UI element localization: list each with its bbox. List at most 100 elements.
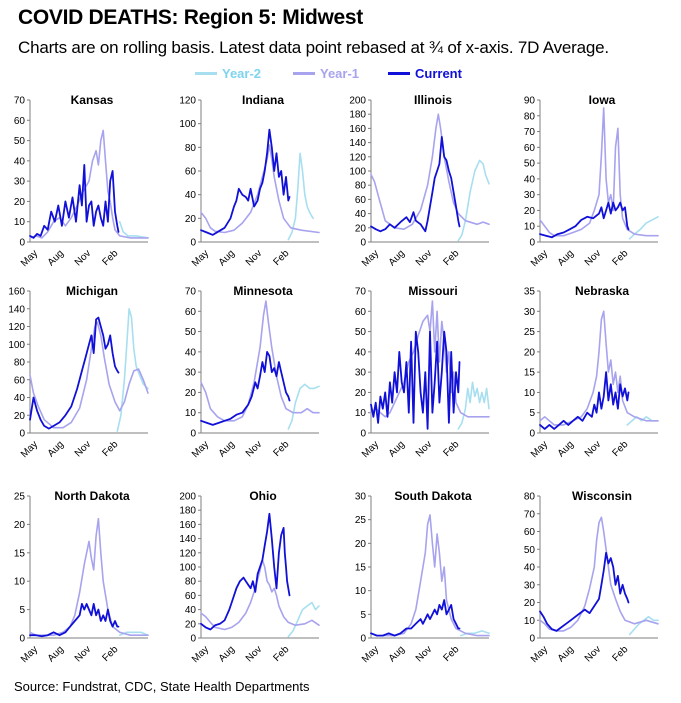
x-tick-label: Aug bbox=[387, 248, 407, 268]
y-tick-label: 120 bbox=[179, 96, 196, 107]
series-line-year-2 bbox=[118, 220, 149, 239]
x-tick-label: Nov bbox=[414, 644, 434, 664]
x-tick-label: May bbox=[190, 248, 211, 269]
series-line-year-1 bbox=[29, 517, 149, 637]
y-tick-label: 40 bbox=[14, 156, 26, 167]
y-tick-label: 40 bbox=[524, 563, 536, 574]
series-line-current bbox=[539, 201, 630, 239]
series-line-current bbox=[29, 316, 120, 430]
y-tick-label: 10 bbox=[185, 408, 197, 419]
x-tick-label: Feb bbox=[610, 644, 630, 664]
x-tick-label: Aug bbox=[217, 439, 237, 459]
chart-title: Ohio bbox=[249, 489, 276, 503]
chart-title: Indiana bbox=[242, 93, 284, 107]
x-tick-label: Aug bbox=[46, 439, 66, 459]
y-tick-label: 20 bbox=[524, 206, 536, 217]
y-tick-label: 70 bbox=[185, 287, 197, 298]
x-tick-label: Aug bbox=[387, 439, 407, 459]
y-tick-label: 0 bbox=[19, 634, 25, 645]
y-tick-label: 60 bbox=[14, 375, 26, 386]
chart-nebraska: Nebraska 0 5 10 15 20 25 30 35 May Aug Nov Feb bbox=[524, 284, 659, 460]
x-tick-label: May bbox=[360, 439, 381, 460]
y-tick-label: 30 bbox=[185, 368, 197, 379]
y-tick-label: 120 bbox=[179, 548, 196, 559]
x-tick-label: Nov bbox=[583, 644, 603, 664]
x-tick-label: Feb bbox=[271, 248, 291, 268]
y-tick-label: 30 bbox=[355, 492, 367, 503]
legend-item-current: Current bbox=[388, 66, 462, 81]
legend-swatch-current bbox=[388, 72, 410, 75]
y-tick-label: 200 bbox=[349, 96, 366, 107]
y-tick-label: 90 bbox=[524, 96, 536, 107]
y-tick-label: 100 bbox=[349, 167, 366, 178]
x-tick-label: Aug bbox=[556, 439, 576, 459]
y-tick-label: 20 bbox=[355, 388, 367, 399]
y-tick-label: 60 bbox=[185, 167, 197, 178]
x-tick-label: Feb bbox=[100, 248, 120, 268]
y-tick-label: 0 bbox=[190, 238, 196, 249]
y-tick-label: 70 bbox=[524, 509, 536, 520]
y-tick-label: 40 bbox=[355, 209, 367, 220]
y-tick-label: 10 bbox=[355, 586, 367, 597]
y-tick-label: 120 bbox=[349, 152, 366, 163]
x-tick-label: Feb bbox=[271, 439, 291, 459]
series-line-year-2 bbox=[457, 381, 490, 430]
series-line-year-1 bbox=[200, 144, 320, 234]
y-tick-label: 60 bbox=[14, 116, 26, 127]
x-tick-label: May bbox=[529, 439, 550, 460]
series-line-year-2 bbox=[628, 216, 659, 240]
x-tick-label: Feb bbox=[610, 439, 630, 459]
y-tick-label: 40 bbox=[14, 393, 26, 404]
page-title: COVID DEATHS: Region 5: Midwest bbox=[18, 6, 363, 29]
chart-minnesota: Minnesota 0 10 20 30 40 50 60 70 May Aug Nov Feb bbox=[185, 284, 320, 460]
y-tick-label: 20 bbox=[524, 347, 536, 358]
y-tick-label: 20 bbox=[524, 598, 536, 609]
y-tick-label: 40 bbox=[524, 174, 536, 185]
x-tick-label: Nov bbox=[244, 644, 264, 664]
legend-item-year-2: Year-2 bbox=[195, 66, 261, 81]
y-tick-label: 70 bbox=[14, 96, 26, 107]
y-tick-label: 60 bbox=[524, 527, 536, 538]
y-tick-label: 25 bbox=[14, 492, 26, 503]
x-tick-label: May bbox=[19, 248, 40, 269]
y-tick-label: 10 bbox=[355, 408, 367, 419]
chart-iowa: Iowa 0 10 20 30 40 50 60 70 80 90 May Aug Nov Feb bbox=[524, 93, 659, 269]
series-line-year-2 bbox=[287, 152, 314, 241]
series-line-year-2 bbox=[287, 383, 320, 430]
y-tick-label: 0 bbox=[360, 634, 366, 645]
y-tick-label: 20 bbox=[355, 223, 367, 234]
y-tick-label: 180 bbox=[179, 506, 196, 517]
y-tick-label: 0 bbox=[190, 634, 196, 645]
y-tick-label: 40 bbox=[185, 605, 197, 616]
y-tick-label: 140 bbox=[179, 534, 196, 545]
series-line-year-2 bbox=[116, 308, 149, 433]
x-tick-label: Feb bbox=[441, 248, 461, 268]
y-tick-label: 140 bbox=[8, 304, 25, 315]
y-tick-label: 30 bbox=[524, 190, 536, 201]
y-tick-label: 40 bbox=[185, 347, 197, 358]
x-tick-label: Aug bbox=[556, 644, 576, 664]
legend-label-year-1: Year-1 bbox=[320, 66, 360, 81]
series-line-year-1 bbox=[539, 107, 659, 237]
chart-ohio: Ohio 0 20 40 60 80 100 120 140 160 180 200 May Aug Nov… bbox=[179, 489, 320, 665]
y-tick-label: 0 bbox=[360, 429, 366, 440]
y-tick-label: 10 bbox=[524, 616, 536, 627]
x-tick-label: Feb bbox=[441, 644, 461, 664]
y-tick-label: 60 bbox=[185, 307, 197, 318]
chart-title: South Dakota bbox=[394, 489, 472, 503]
y-tick-label: 70 bbox=[524, 127, 536, 138]
y-tick-label: 180 bbox=[349, 110, 366, 121]
y-tick-label: 20 bbox=[185, 214, 197, 225]
y-tick-label: 80 bbox=[524, 492, 536, 503]
series-line-year-2 bbox=[457, 159, 490, 242]
chart-title: Michigan bbox=[66, 284, 118, 298]
x-tick-label: Nov bbox=[583, 248, 603, 268]
x-tick-label: Aug bbox=[387, 644, 407, 664]
chart-illinois: Illinois 0 20 40 60 80 100 120 140 160 180 200 May Au… bbox=[349, 93, 490, 269]
chart-michigan: Michigan 0 20 40 60 80 100 120 140 160 May Aug Nov Fe… bbox=[8, 284, 149, 460]
y-tick-label: 20 bbox=[14, 520, 26, 531]
y-tick-label: 0 bbox=[19, 429, 25, 440]
series-line-year-1 bbox=[200, 300, 320, 422]
y-tick-label: 0 bbox=[529, 634, 535, 645]
